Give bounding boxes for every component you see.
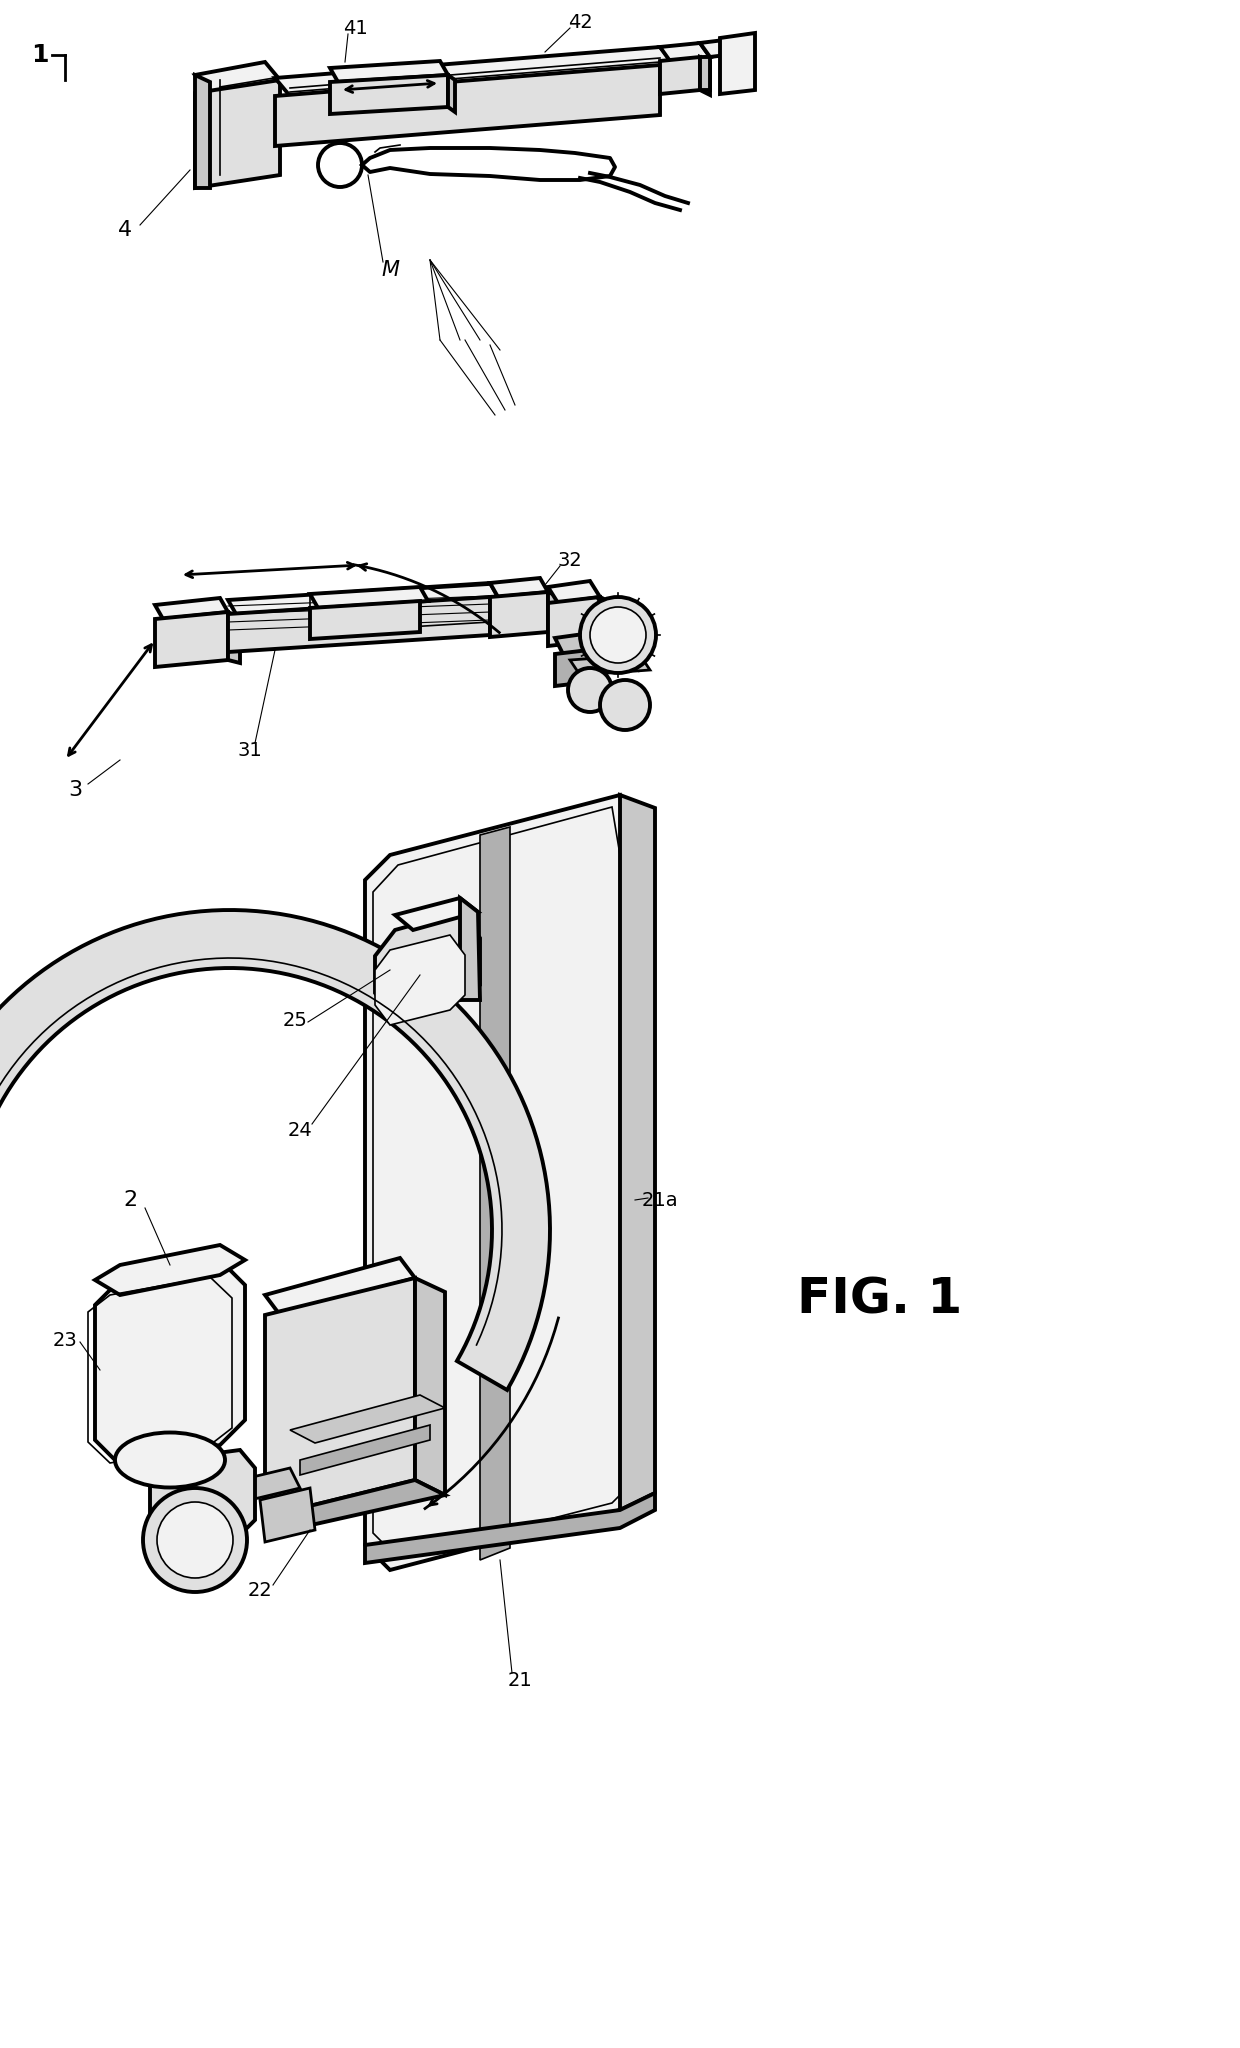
Polygon shape	[200, 80, 272, 174]
Circle shape	[580, 598, 656, 674]
Polygon shape	[415, 1278, 445, 1495]
Text: 31: 31	[238, 741, 263, 760]
Polygon shape	[265, 1257, 415, 1315]
Text: 32: 32	[558, 551, 583, 569]
Circle shape	[590, 606, 646, 664]
Polygon shape	[228, 584, 498, 614]
Polygon shape	[374, 936, 465, 1024]
Polygon shape	[241, 1468, 300, 1499]
Text: FIG. 1: FIG. 1	[797, 1276, 962, 1323]
Ellipse shape	[115, 1432, 224, 1487]
Text: 2: 2	[123, 1190, 138, 1210]
Polygon shape	[265, 1278, 415, 1518]
Circle shape	[568, 668, 613, 713]
Polygon shape	[396, 897, 477, 930]
Circle shape	[317, 143, 362, 186]
Polygon shape	[448, 76, 455, 113]
Polygon shape	[460, 897, 480, 999]
Polygon shape	[195, 80, 280, 188]
Polygon shape	[548, 582, 600, 602]
Polygon shape	[150, 1450, 255, 1544]
Polygon shape	[275, 66, 660, 145]
Polygon shape	[490, 578, 548, 598]
Polygon shape	[701, 57, 711, 90]
Text: 23: 23	[52, 1331, 77, 1350]
Polygon shape	[0, 909, 551, 1391]
Polygon shape	[600, 598, 613, 641]
Circle shape	[157, 1501, 233, 1579]
Polygon shape	[570, 655, 650, 676]
Polygon shape	[480, 827, 510, 1561]
Polygon shape	[155, 598, 228, 618]
Polygon shape	[548, 592, 560, 635]
Text: 22: 22	[248, 1581, 273, 1599]
Text: 21: 21	[507, 1671, 532, 1690]
Polygon shape	[701, 57, 711, 94]
Text: 24: 24	[288, 1120, 312, 1139]
Text: 4: 4	[118, 219, 133, 240]
Text: 41: 41	[342, 18, 367, 37]
Text: 3: 3	[68, 780, 82, 801]
Polygon shape	[660, 43, 711, 61]
Polygon shape	[330, 61, 448, 82]
Polygon shape	[330, 76, 448, 115]
Text: 21a: 21a	[641, 1190, 678, 1210]
Polygon shape	[228, 598, 490, 651]
Text: 1: 1	[31, 43, 48, 68]
Polygon shape	[365, 795, 650, 1571]
Polygon shape	[310, 588, 428, 608]
Circle shape	[600, 680, 650, 729]
Polygon shape	[374, 911, 480, 1018]
Polygon shape	[556, 647, 606, 686]
Polygon shape	[720, 33, 755, 94]
Polygon shape	[300, 1425, 430, 1475]
Polygon shape	[275, 47, 675, 96]
Polygon shape	[290, 1395, 445, 1444]
Text: M: M	[381, 260, 399, 281]
Polygon shape	[195, 76, 210, 188]
Polygon shape	[155, 612, 228, 668]
Polygon shape	[556, 633, 606, 653]
Polygon shape	[95, 1260, 246, 1464]
Polygon shape	[95, 1245, 246, 1294]
Polygon shape	[195, 61, 280, 92]
Polygon shape	[701, 39, 750, 57]
Polygon shape	[200, 66, 272, 90]
Polygon shape	[620, 795, 655, 1509]
Polygon shape	[265, 1481, 445, 1532]
Text: 25: 25	[283, 1010, 308, 1030]
Polygon shape	[365, 1493, 655, 1563]
Polygon shape	[260, 1489, 315, 1542]
Polygon shape	[548, 598, 600, 645]
Polygon shape	[228, 612, 241, 664]
Polygon shape	[310, 600, 420, 639]
Polygon shape	[490, 592, 548, 637]
Polygon shape	[660, 57, 701, 94]
Text: 42: 42	[568, 12, 593, 31]
Circle shape	[143, 1489, 247, 1591]
